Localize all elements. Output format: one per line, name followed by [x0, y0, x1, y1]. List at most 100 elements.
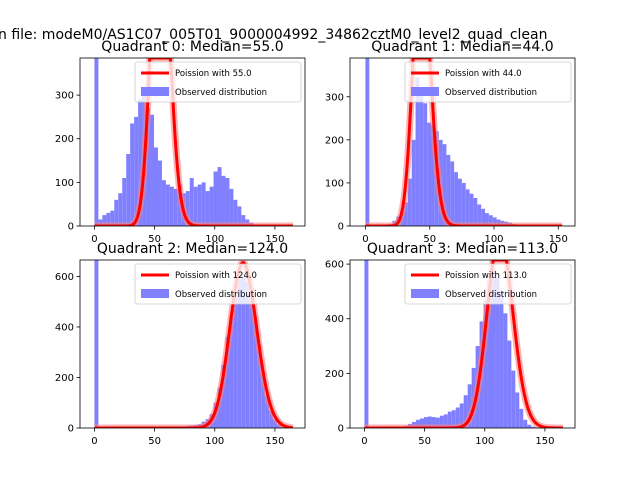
subplot-quadrant-0: 0 50 100 150 0 100 200 300 Quadrant 0: Median=55…: [55, 39, 306, 245]
hist-bar: [225, 178, 230, 226]
hist-bar: [245, 281, 250, 428]
legend: Poission with 113.0 Observed distribution: [404, 263, 572, 305]
legend: Poission with 44.0 Observed distribution: [404, 61, 572, 103]
hist-bar: [439, 415, 444, 428]
histogram-bars: [94, 260, 289, 428]
hist-bar: [161, 180, 166, 226]
x-tick-label: 150: [265, 436, 284, 447]
hist-bar: [407, 178, 412, 226]
hist-bar: [420, 418, 424, 428]
y-tick-label: 300: [55, 91, 74, 102]
histogram-bars: [94, 58, 262, 226]
x-tick-label: 150: [265, 234, 284, 245]
legend-curve-label: Poission with 44.0: [445, 69, 522, 79]
hist-bar: [459, 403, 464, 428]
hist-bar: [446, 154, 451, 226]
hist-bar: [185, 191, 190, 226]
hist-bar: [261, 372, 266, 428]
hist-bar: [531, 426, 536, 428]
y-tick-label: 100: [325, 178, 344, 189]
subplot-grid: 0 50 100 150 0 100 200 300 Quadrant 0: Median=55…: [55, 39, 576, 447]
hist-bar: [241, 215, 246, 226]
y-tick-label: 0: [68, 222, 74, 233]
hist-bar: [257, 344, 262, 428]
axes-frame: [79, 259, 306, 429]
hist-bar: [365, 58, 370, 226]
subplot-title: Quadrant 2: Median=124.0: [97, 241, 288, 257]
legend-curve-label: Poission with 55.0: [175, 69, 252, 79]
y-tick-label: 0: [338, 222, 344, 233]
hist-bar: [221, 175, 226, 226]
subplot-quadrant-1: 0 50 100 150 0 100 200 300 Quadrant 1: Median=44…: [325, 39, 576, 245]
x-tick-label: 50: [148, 234, 161, 245]
legend-box: [134, 61, 302, 103]
hist-bar: [416, 419, 421, 428]
hist-bar: [122, 178, 127, 226]
hist-bar: [130, 123, 135, 226]
hist-bar: [435, 417, 440, 428]
hist-bar: [419, 92, 424, 226]
hist-bar: [146, 108, 151, 226]
hist-bar: [519, 408, 524, 428]
hist-bar: [463, 395, 468, 428]
hist-bar: [523, 419, 528, 428]
legend-hist-label: Observed distribution: [445, 88, 537, 98]
hist-bar: [364, 260, 369, 428]
hist-bar: [153, 147, 158, 226]
y-tick-label: 0: [68, 424, 74, 435]
hist-bar: [450, 161, 455, 226]
hist-bar: [415, 77, 420, 226]
poisson-curve-group: [364, 260, 563, 428]
legend-hist-label: Observed distribution: [445, 290, 537, 300]
y-tick-label: 0: [338, 424, 344, 435]
hist-bar: [249, 296, 254, 428]
legend-hist-label: Observed distribution: [175, 290, 267, 300]
legend-hist-swatch: [141, 289, 169, 298]
x-tick-label: 150: [549, 234, 568, 245]
y-tick-label: 200: [55, 134, 74, 145]
y-tick-label: 200: [325, 369, 344, 380]
hist-bar: [269, 410, 274, 428]
hist-bar: [157, 160, 162, 226]
hist-bar: [527, 424, 532, 428]
hist-bar: [461, 182, 466, 226]
hist-bar: [469, 193, 474, 226]
subplot-title: Quadrant 1: Median=44.0: [371, 39, 553, 55]
x-tick-label: 0: [362, 234, 368, 245]
y-tick-label: 300: [325, 92, 344, 103]
hist-bar: [495, 277, 500, 428]
hist-bar: [485, 213, 489, 226]
hist-bar: [442, 144, 447, 226]
hist-bar: [189, 178, 194, 226]
hist-bar: [488, 215, 493, 226]
hist-bar: [492, 217, 497, 226]
hist-bar: [431, 417, 436, 428]
hist-bar: [233, 296, 238, 428]
hist-bar: [499, 291, 504, 428]
hist-bar: [134, 116, 139, 226]
x-tick-label: 100: [484, 234, 503, 245]
hist-bar: [110, 210, 115, 226]
hist-bar: [94, 58, 99, 226]
hist-bar: [423, 417, 428, 428]
x-tick-label: 100: [205, 234, 224, 245]
hist-bar: [458, 178, 462, 226]
hist-bar: [431, 124, 435, 226]
hist-bar: [209, 186, 214, 226]
legend-curve-label: Poission with 124.0: [175, 271, 257, 281]
hist-bar: [217, 167, 222, 226]
legend-curve-label: Poission with 113.0: [445, 271, 527, 281]
hist-bar: [114, 199, 119, 226]
hist-bar: [443, 414, 448, 428]
hist-bar: [273, 419, 278, 428]
hist-bar: [102, 215, 107, 226]
hist-bar: [454, 172, 458, 226]
y-tick-label: 200: [325, 135, 344, 146]
x-tick-label: 50: [148, 436, 161, 447]
hist-bar: [225, 337, 230, 428]
hist-bar: [197, 184, 202, 226]
hist-bar: [515, 392, 520, 428]
hist-bar: [465, 189, 470, 226]
y-tick-label: 200: [55, 373, 74, 384]
